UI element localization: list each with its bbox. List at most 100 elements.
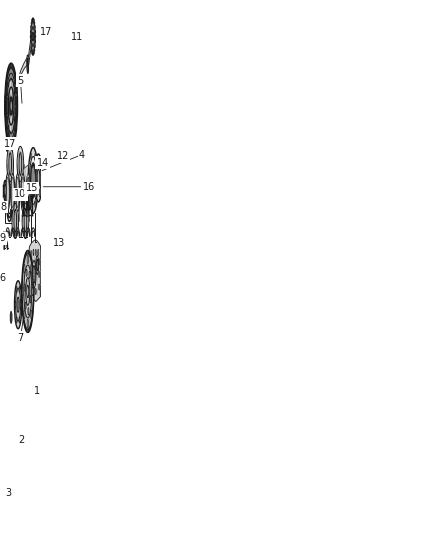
Circle shape bbox=[31, 154, 32, 159]
Circle shape bbox=[4, 181, 7, 200]
Circle shape bbox=[36, 255, 39, 274]
Ellipse shape bbox=[9, 152, 11, 175]
Circle shape bbox=[16, 317, 17, 323]
Text: 1: 1 bbox=[35, 386, 41, 396]
Circle shape bbox=[31, 310, 32, 319]
Circle shape bbox=[14, 281, 21, 329]
Circle shape bbox=[32, 261, 36, 288]
Polygon shape bbox=[12, 91, 14, 101]
Ellipse shape bbox=[14, 209, 17, 232]
Circle shape bbox=[15, 302, 16, 308]
Circle shape bbox=[28, 148, 38, 213]
Circle shape bbox=[39, 189, 40, 197]
Circle shape bbox=[30, 157, 37, 205]
Circle shape bbox=[22, 212, 23, 217]
Circle shape bbox=[27, 319, 28, 328]
Circle shape bbox=[36, 189, 38, 197]
Circle shape bbox=[35, 154, 42, 202]
Circle shape bbox=[15, 83, 17, 98]
Polygon shape bbox=[11, 311, 12, 324]
Circle shape bbox=[36, 259, 38, 271]
Circle shape bbox=[33, 249, 34, 255]
Circle shape bbox=[29, 271, 30, 278]
Circle shape bbox=[7, 79, 15, 133]
Circle shape bbox=[10, 100, 12, 112]
Circle shape bbox=[5, 63, 18, 149]
Text: 17: 17 bbox=[4, 139, 16, 149]
Circle shape bbox=[18, 301, 19, 309]
Text: 13: 13 bbox=[53, 238, 65, 248]
Circle shape bbox=[35, 154, 36, 159]
Ellipse shape bbox=[16, 174, 20, 212]
Ellipse shape bbox=[19, 152, 21, 175]
Circle shape bbox=[31, 264, 32, 273]
Polygon shape bbox=[23, 163, 35, 199]
Bar bbox=[5, 184, 14, 223]
Circle shape bbox=[5, 67, 17, 145]
Circle shape bbox=[35, 249, 36, 255]
Circle shape bbox=[24, 310, 25, 319]
Circle shape bbox=[20, 302, 21, 308]
Circle shape bbox=[32, 265, 35, 283]
Circle shape bbox=[24, 264, 25, 273]
Polygon shape bbox=[35, 35, 36, 38]
Polygon shape bbox=[9, 110, 11, 121]
Circle shape bbox=[35, 288, 36, 295]
Ellipse shape bbox=[7, 147, 14, 182]
Circle shape bbox=[26, 278, 30, 305]
Circle shape bbox=[38, 249, 39, 255]
Circle shape bbox=[28, 177, 29, 183]
Text: 4: 4 bbox=[79, 150, 85, 159]
Circle shape bbox=[36, 159, 38, 166]
Polygon shape bbox=[33, 51, 34, 55]
Polygon shape bbox=[15, 58, 28, 90]
Circle shape bbox=[24, 265, 32, 318]
Circle shape bbox=[27, 285, 29, 298]
Text: 10: 10 bbox=[14, 189, 26, 199]
Text: 15: 15 bbox=[26, 183, 38, 193]
Polygon shape bbox=[31, 21, 32, 26]
Circle shape bbox=[28, 308, 29, 315]
Polygon shape bbox=[29, 240, 41, 302]
Circle shape bbox=[25, 302, 26, 310]
Polygon shape bbox=[35, 40, 36, 43]
Circle shape bbox=[27, 255, 28, 264]
Ellipse shape bbox=[6, 174, 10, 212]
Circle shape bbox=[27, 58, 28, 64]
Circle shape bbox=[34, 35, 35, 38]
Circle shape bbox=[27, 55, 28, 68]
Polygon shape bbox=[31, 47, 32, 52]
Circle shape bbox=[24, 284, 25, 292]
Circle shape bbox=[27, 63, 28, 73]
Circle shape bbox=[16, 288, 21, 321]
Text: 14: 14 bbox=[36, 158, 49, 168]
Circle shape bbox=[32, 287, 33, 296]
Polygon shape bbox=[34, 21, 35, 26]
Circle shape bbox=[26, 269, 27, 277]
Polygon shape bbox=[30, 30, 31, 34]
Circle shape bbox=[31, 251, 32, 257]
Circle shape bbox=[4, 184, 6, 197]
Polygon shape bbox=[32, 18, 33, 22]
Circle shape bbox=[10, 97, 12, 115]
Circle shape bbox=[31, 166, 35, 195]
Text: 2: 2 bbox=[18, 435, 24, 446]
Ellipse shape bbox=[11, 174, 15, 212]
Text: 11: 11 bbox=[71, 31, 83, 42]
Text: 17: 17 bbox=[40, 27, 52, 37]
Circle shape bbox=[30, 295, 31, 303]
Circle shape bbox=[31, 163, 36, 198]
Circle shape bbox=[8, 87, 14, 125]
Circle shape bbox=[32, 32, 34, 41]
Circle shape bbox=[17, 297, 19, 312]
Polygon shape bbox=[34, 47, 35, 52]
Circle shape bbox=[37, 169, 40, 187]
Text: 7: 7 bbox=[18, 333, 24, 343]
Polygon shape bbox=[35, 30, 36, 34]
Circle shape bbox=[19, 286, 20, 293]
Text: 12: 12 bbox=[57, 151, 69, 161]
Circle shape bbox=[32, 27, 35, 46]
Bar bbox=[34, 166, 35, 189]
Text: 3: 3 bbox=[6, 488, 12, 498]
Text: 9: 9 bbox=[0, 233, 6, 244]
